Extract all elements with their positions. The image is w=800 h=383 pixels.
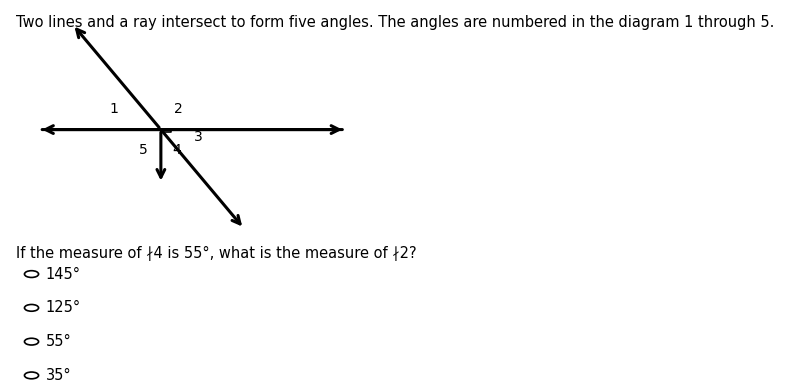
Text: If the measure of ∤4 is 55°, what is the measure of ∤2?: If the measure of ∤4 is 55°, what is the… <box>16 246 417 261</box>
Text: 125°: 125° <box>46 300 81 315</box>
Text: 35°: 35° <box>46 368 71 383</box>
Text: 1: 1 <box>110 102 118 116</box>
Text: Two lines and a ray intersect to form five angles. The angles are numbered in th: Two lines and a ray intersect to form fi… <box>16 15 774 30</box>
Text: 2: 2 <box>174 102 182 116</box>
Text: 4: 4 <box>172 143 181 157</box>
Text: 55°: 55° <box>46 334 71 349</box>
Text: 145°: 145° <box>46 267 81 282</box>
Text: 3: 3 <box>194 130 203 144</box>
Text: 5: 5 <box>139 143 148 157</box>
